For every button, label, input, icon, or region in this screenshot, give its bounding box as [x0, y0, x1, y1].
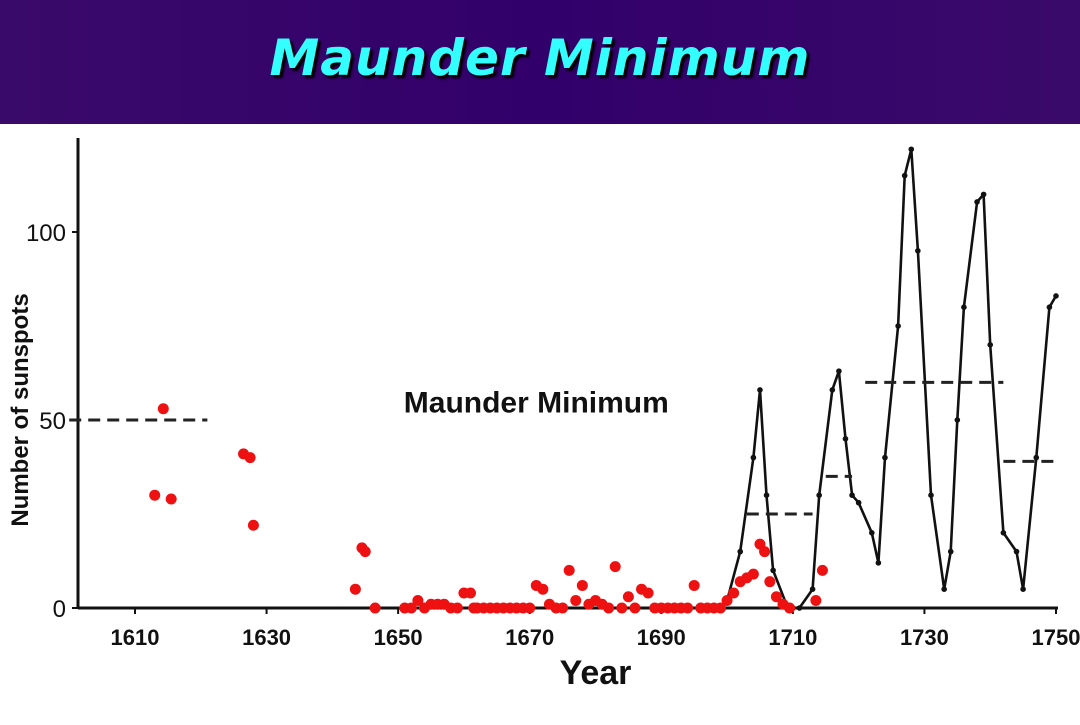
- line-marker: [882, 454, 888, 461]
- observation-point: [576, 579, 588, 591]
- line-marker: [987, 342, 994, 348]
- line-marker: [757, 387, 763, 393]
- observation-point: [609, 561, 621, 573]
- annotation-maunder-minimum: Maunder Minimum: [404, 386, 669, 419]
- observation-point: [764, 576, 776, 588]
- x-tick-label: 1650: [374, 625, 423, 650]
- observation-point: [157, 403, 169, 415]
- line-marker: [1046, 304, 1053, 310]
- line-marker: [980, 191, 987, 198]
- line-marker: [954, 417, 961, 423]
- line-marker: [855, 499, 862, 506]
- sunspot-number-line: [725, 147, 1058, 610]
- observation-point: [622, 591, 634, 603]
- observation-point: [524, 602, 536, 614]
- chart-svg: 0 50 100 1610 1630 1650 1670 1690 1710 1730 1750 Ye…: [7, 138, 1080, 692]
- observation-point: [642, 587, 654, 599]
- series-lines: [69, 146, 1059, 611]
- observation-point: [816, 564, 828, 576]
- line-marker: [796, 605, 803, 611]
- line-marker: [763, 492, 770, 499]
- x-tick-label: 1750: [1032, 625, 1080, 650]
- observation-point: [682, 602, 694, 614]
- slide-title: Maunder Minimum: [269, 29, 811, 87]
- observation-point: [570, 594, 582, 606]
- line-marker: [961, 304, 967, 310]
- observation-point: [616, 602, 628, 614]
- line-marker: [842, 436, 849, 442]
- x-tick-label: 1710: [768, 625, 817, 650]
- line-marker: [895, 323, 901, 329]
- y-axis-label: Number of sunspots: [7, 293, 34, 526]
- line-marker: [737, 548, 744, 555]
- observation-point: [688, 579, 700, 591]
- observation-point: [603, 602, 615, 614]
- title-banner: Maunder Minimum: [0, 0, 1080, 124]
- line-marker: [1013, 548, 1020, 555]
- y-tick-label: 50: [39, 408, 66, 435]
- line-marker: [869, 530, 875, 536]
- chart-labels: 0 50 100 1610 1630 1650 1670 1690 1710 1730 1750 Ye…: [7, 220, 1080, 692]
- line-marker: [1033, 454, 1040, 461]
- observation-point: [359, 546, 371, 558]
- observation-point: [451, 602, 463, 614]
- line-marker: [809, 586, 816, 592]
- observation-point: [747, 568, 759, 580]
- line-marker: [1020, 586, 1026, 592]
- sunspot-chart: 0 50 100 1610 1630 1650 1670 1690 1710 1730 1750 Ye…: [0, 124, 1080, 720]
- line-marker: [816, 492, 822, 499]
- axes: [72, 138, 1058, 614]
- observation-point: [728, 587, 740, 599]
- x-tick-label: 1670: [505, 625, 554, 650]
- x-axis-label: Year: [560, 654, 632, 692]
- observation-point: [714, 602, 726, 614]
- line-marker: [829, 387, 836, 393]
- observation-point: [537, 583, 549, 595]
- line-marker: [750, 454, 757, 461]
- observation-point: [412, 594, 424, 606]
- observation-point: [721, 594, 733, 606]
- line-marker: [908, 146, 915, 153]
- observation-point: [405, 602, 417, 614]
- x-tick-label: 1630: [242, 625, 291, 650]
- x-tick-label: 1610: [111, 625, 160, 650]
- observation-point: [369, 602, 381, 614]
- observation-point: [629, 602, 641, 614]
- observation-point: [557, 602, 569, 614]
- observation-point: [244, 452, 256, 464]
- observation-point: [784, 602, 796, 614]
- y-tick-label: 0: [53, 596, 66, 623]
- observation-point: [563, 564, 575, 576]
- line-marker: [928, 492, 934, 499]
- line-marker: [770, 567, 776, 574]
- line-marker: [849, 492, 855, 499]
- x-tick-label: 1690: [637, 625, 686, 650]
- observation-point: [770, 591, 782, 603]
- x-tick-label: 1730: [900, 625, 949, 650]
- observation-point: [247, 519, 259, 531]
- line-marker: [901, 172, 908, 179]
- observation-point: [165, 493, 177, 505]
- observation-point: [149, 489, 161, 501]
- line-marker: [974, 199, 980, 205]
- line-marker: [1000, 530, 1007, 536]
- y-tick-label: 100: [26, 220, 66, 247]
- observation-point: [465, 587, 477, 599]
- line-marker: [1053, 293, 1059, 299]
- observation-point: [810, 594, 822, 606]
- line-marker: [947, 548, 954, 555]
- line-marker: [941, 586, 947, 592]
- observation-point: [759, 546, 771, 558]
- line-marker: [915, 248, 921, 254]
- series-points: [149, 403, 828, 614]
- line-marker: [836, 368, 842, 374]
- line-marker: [875, 560, 882, 566]
- observation-point: [349, 583, 361, 595]
